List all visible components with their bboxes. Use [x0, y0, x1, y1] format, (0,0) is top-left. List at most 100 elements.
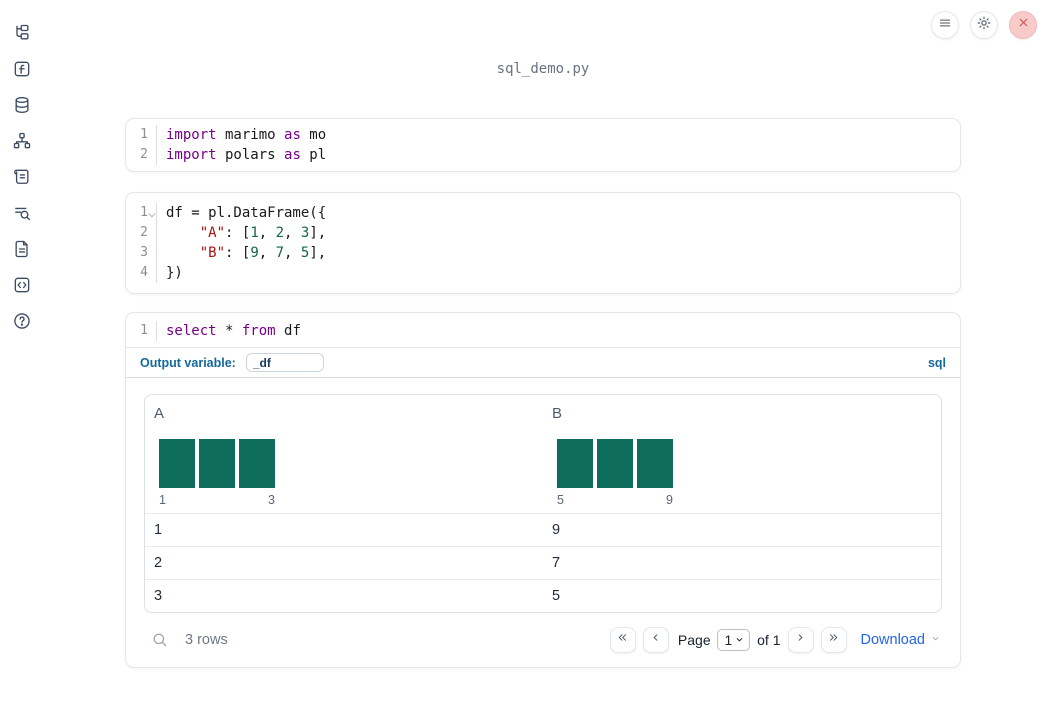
sidebar-item-help[interactable] — [12, 311, 32, 331]
chevron-down-icon — [925, 632, 941, 648]
code-cell-imports[interactable]: 1 import marimo as mo 2 import polars as pl — [125, 118, 961, 172]
code-cell-dataframe[interactable]: 1 df = pl.DataFrame({2 "A": [1, 2, 3], 3 "… — [125, 192, 961, 294]
sql-cell: 1 select * from df Output variable: sql A… — [125, 312, 961, 668]
code-line[interactable]: 2 "A": [1, 2, 3], — [126, 223, 960, 243]
line-number: 2 — [126, 145, 157, 165]
histogram-bar[interactable] — [597, 439, 633, 488]
code-text: "A": [1, 2, 3], — [199, 225, 327, 241]
table-cell: 2 — [154, 555, 163, 571]
line-number: 1 — [126, 125, 157, 145]
last-page-button[interactable] — [820, 627, 847, 653]
row-count: 3 rows — [185, 632, 228, 648]
output-variable-label: Output variable: — [140, 355, 236, 370]
sidebar-item-logs[interactable] — [12, 167, 32, 187]
chevron-down-icon — [732, 633, 745, 648]
sidebar-item-variables[interactable] — [12, 59, 32, 79]
table-cell: 1 — [154, 522, 163, 538]
code-text: "B": [9, 7, 5], — [199, 245, 327, 261]
table-cell: 9 — [552, 522, 561, 538]
code-line[interactable]: 1 import marimo as mo — [126, 125, 960, 145]
notebook-menu-button[interactable] — [931, 11, 959, 39]
sql-cell-toolbar: Output variable: sql — [126, 348, 960, 378]
function-icon — [12, 61, 32, 83]
table-cell: 7 — [552, 555, 561, 571]
gear-icon — [976, 15, 992, 36]
line-number: 2 — [126, 223, 157, 243]
histogram-range-label: 1 — [159, 493, 166, 507]
code-line[interactable]: 1 df = pl.DataFrame({ — [126, 203, 960, 223]
code-line[interactable]: 1 select * from df — [126, 321, 960, 341]
histogram-bar[interactable] — [159, 439, 195, 488]
histogram-range-label: 3 — [268, 493, 275, 507]
histogram-bar[interactable] — [557, 439, 593, 488]
pagination: Page 1 of 1 Download — [603, 627, 941, 653]
search-icon — [151, 633, 169, 653]
fold-chevron-icon[interactable] — [147, 207, 157, 218]
histogram-bars — [557, 439, 673, 488]
histogram-range-label: 5 — [557, 493, 564, 507]
code-text: import marimo as mo — [166, 127, 327, 143]
notebook-filename: sql_demo.py — [496, 61, 590, 77]
histogram-range-label: 9 — [666, 493, 673, 507]
code-line[interactable]: 3 "B": [9, 7, 5], — [126, 243, 960, 263]
code-block-icon — [12, 277, 32, 299]
scroll-icon — [12, 169, 32, 191]
line-number: 1 — [126, 321, 157, 341]
close-icon — [1017, 16, 1030, 34]
code-line[interactable]: 2 import polars as pl — [126, 145, 960, 165]
chevron-left-icon — [649, 631, 662, 649]
previous-page-button[interactable] — [642, 627, 669, 653]
sidebar-item-documentation[interactable] — [12, 239, 32, 259]
sidebar-item-datasources[interactable] — [12, 95, 32, 115]
code-line[interactable]: 4}) — [126, 263, 960, 283]
sidebar-panel — [0, 0, 44, 713]
line-number: 3 — [126, 243, 157, 263]
sidebar-item-outline[interactable] — [12, 203, 32, 223]
chevrons-left-icon — [616, 631, 629, 649]
code-text: df = pl.DataFrame({ — [166, 205, 327, 221]
page-total-label: of 1 — [757, 632, 781, 648]
search-button[interactable] — [151, 631, 169, 649]
code-text: }) — [166, 265, 183, 281]
download-button[interactable]: Download — [861, 632, 942, 648]
hamburger-menu-icon — [938, 16, 952, 35]
table-footer: 3 rows Page 1 of 1 — [144, 613, 942, 667]
list-search-icon — [12, 207, 32, 227]
output-variable-input[interactable] — [245, 353, 324, 372]
page-select[interactable]: 1 — [716, 629, 751, 651]
column-name: A — [154, 405, 165, 422]
chevron-right-icon — [794, 631, 807, 649]
chevrons-right-icon — [827, 631, 840, 649]
dependency-graph-icon — [12, 132, 32, 155]
histogram-bar[interactable] — [199, 439, 235, 488]
line-number: 4 — [126, 263, 157, 283]
table-cell: 3 — [154, 588, 163, 604]
sql-code-editor[interactable]: 1 select * from df — [126, 313, 960, 348]
sidebar-item-snippets[interactable] — [12, 275, 32, 295]
first-page-button[interactable] — [609, 627, 636, 653]
file-tree-icon — [12, 24, 32, 47]
settings-button[interactable] — [970, 11, 998, 39]
next-page-button[interactable] — [787, 627, 814, 653]
shutdown-button[interactable] — [1009, 11, 1037, 39]
page-label: Page — [677, 632, 711, 648]
sidebar-item-file-explorer[interactable] — [12, 23, 32, 43]
histogram-bar[interactable] — [637, 439, 673, 488]
histogram-bar[interactable] — [239, 439, 275, 488]
sidebar-item-dependencies[interactable] — [12, 131, 32, 151]
table-cell: 5 — [552, 588, 561, 604]
document-icon — [12, 240, 32, 263]
column-name: B — [552, 405, 563, 422]
